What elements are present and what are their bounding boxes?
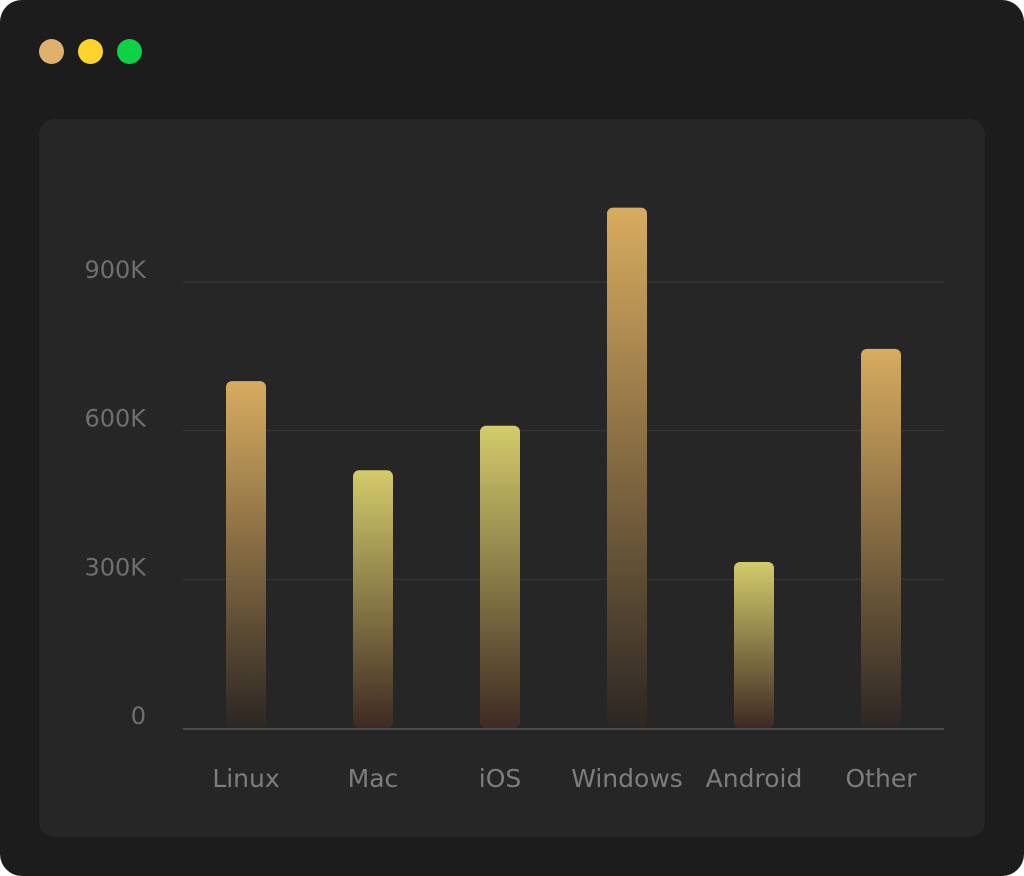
grid-lines [183, 281, 944, 581]
minimize-window-dot[interactable] [78, 39, 103, 64]
bar-mac[interactable] [353, 470, 393, 728]
bar-chart: 0 300K 600K 900K Linux Mac iOS Windows Android O… [84, 207, 944, 793]
x-tick-label: Windows [571, 764, 683, 793]
bar-ios[interactable] [480, 425, 520, 728]
x-tick-label: iOS [479, 764, 522, 793]
maximize-window-dot[interactable] [117, 39, 142, 64]
bar-android[interactable] [734, 561, 774, 728]
chart-card: 0 300K 600K 900K Linux Mac iOS Windows Android O… [39, 119, 985, 837]
bar-linux[interactable] [226, 381, 266, 728]
y-axis-ticks: 0 300K 600K 900K [84, 256, 147, 730]
x-tick-label: Mac [348, 764, 399, 793]
bar-windows[interactable] [607, 207, 647, 729]
y-tick-label: 300K [84, 553, 147, 581]
x-axis-ticks: Linux Mac iOS Windows Android Other [212, 764, 917, 793]
bar-other[interactable] [861, 348, 901, 728]
y-tick-label: 0 [131, 702, 146, 730]
x-tick-label: Android [706, 764, 803, 793]
x-tick-label: Linux [212, 764, 279, 793]
y-tick-label: 900K [84, 256, 147, 284]
y-tick-label: 600K [84, 405, 147, 433]
bars [226, 207, 901, 729]
close-window-dot[interactable] [39, 39, 64, 64]
x-tick-label: Other [846, 764, 918, 793]
